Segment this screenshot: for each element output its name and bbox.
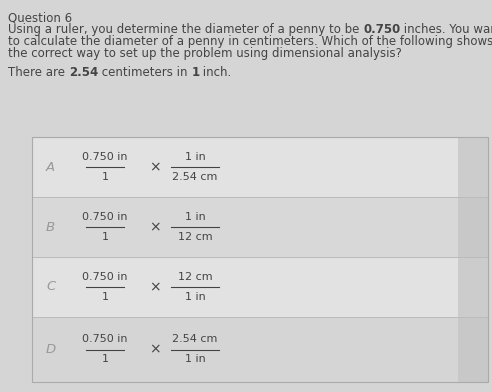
Bar bbox=[32, 317, 458, 382]
Text: 0.750 in: 0.750 in bbox=[82, 334, 128, 345]
Text: the correct way to set up the problem using dimensional analysis?: the correct way to set up the problem us… bbox=[8, 47, 402, 60]
Text: 1 in: 1 in bbox=[184, 152, 205, 162]
Text: 1: 1 bbox=[101, 172, 109, 182]
Text: C: C bbox=[46, 281, 55, 294]
Text: ×: × bbox=[149, 343, 161, 356]
Text: to calculate the diameter of a penny in centimeters. Which of the following show: to calculate the diameter of a penny in … bbox=[8, 35, 492, 48]
Text: Using a ruler, you determine the diameter of a penny to be: Using a ruler, you determine the diamete… bbox=[8, 23, 363, 36]
Text: 0.750 in: 0.750 in bbox=[82, 152, 128, 162]
Text: ×: × bbox=[149, 280, 161, 294]
Text: 0.750 in: 0.750 in bbox=[82, 212, 128, 222]
Text: 1 in: 1 in bbox=[184, 292, 205, 302]
Bar bbox=[458, 197, 488, 257]
Bar bbox=[32, 257, 458, 317]
Text: D: D bbox=[46, 343, 56, 356]
Text: B: B bbox=[46, 221, 55, 234]
Bar bbox=[458, 257, 488, 317]
Text: inch.: inch. bbox=[199, 66, 232, 79]
Text: 1: 1 bbox=[101, 232, 109, 242]
Text: 1: 1 bbox=[101, 354, 109, 365]
Bar bbox=[458, 137, 488, 197]
Text: 0.750: 0.750 bbox=[363, 23, 400, 36]
Text: inches. You want: inches. You want bbox=[400, 23, 492, 36]
Bar bbox=[32, 137, 458, 197]
Text: 2.54 cm: 2.54 cm bbox=[172, 334, 217, 345]
Text: 1 in: 1 in bbox=[184, 354, 205, 365]
Text: 0.750 in: 0.750 in bbox=[82, 272, 128, 282]
Bar bbox=[32, 197, 458, 257]
Text: 12 cm: 12 cm bbox=[178, 272, 213, 282]
Text: 1: 1 bbox=[191, 66, 199, 79]
Text: 1 in: 1 in bbox=[184, 212, 205, 222]
Text: There are: There are bbox=[8, 66, 69, 79]
Text: A: A bbox=[46, 160, 55, 174]
Text: Question 6: Question 6 bbox=[8, 11, 72, 24]
Text: ×: × bbox=[149, 160, 161, 174]
Text: 2.54 cm: 2.54 cm bbox=[172, 172, 217, 182]
Text: ×: × bbox=[149, 220, 161, 234]
Text: 1: 1 bbox=[101, 292, 109, 302]
Text: centimeters in: centimeters in bbox=[98, 66, 191, 79]
Text: 2.54: 2.54 bbox=[69, 66, 98, 79]
Bar bbox=[458, 317, 488, 382]
Text: 12 cm: 12 cm bbox=[178, 232, 213, 242]
Bar bbox=[32, 137, 488, 382]
